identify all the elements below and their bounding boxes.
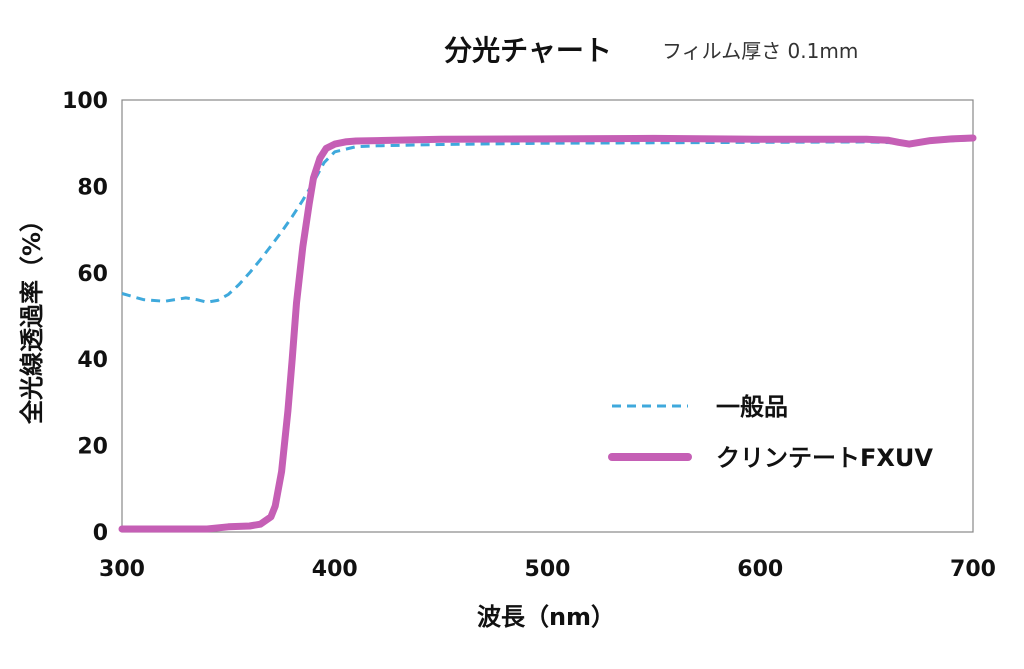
x-tick-label: 600 xyxy=(737,557,783,582)
y-tick-label: 60 xyxy=(77,262,108,287)
y-tick-label: 40 xyxy=(77,348,108,373)
y-axis-label: 全光線透過率（%） xyxy=(18,208,46,425)
chart-subtitle: フィルム厚さ 0.1mm xyxy=(662,39,858,63)
legend-label-general: 一般品 xyxy=(716,393,788,421)
x-tick-label: 400 xyxy=(312,557,358,582)
plot-area-frame xyxy=(121,99,974,533)
y-tick-label: 0 xyxy=(93,521,108,546)
series-line-general xyxy=(121,138,974,304)
x-tick-label: 300 xyxy=(99,557,145,582)
legend: 一般品 クリンテートFXUV xyxy=(608,393,933,472)
x-axis-ticks: 300 400 500 600 700 xyxy=(99,557,996,582)
x-tick-label: 500 xyxy=(525,557,571,582)
series-layer xyxy=(118,134,977,533)
chart-title: 分光チャート xyxy=(444,34,612,67)
series-line-fxuv xyxy=(118,134,977,533)
y-axis-ticks: 0 20 40 60 80 100 xyxy=(62,89,108,546)
y-tick-label: 20 xyxy=(77,435,108,460)
x-tick-label: 700 xyxy=(950,557,996,582)
x-axis-label: 波長（nm） xyxy=(477,603,615,631)
legend-label-fxuv: クリンテートFXUV xyxy=(716,444,933,472)
y-tick-label: 80 xyxy=(77,175,108,200)
y-tick-label: 100 xyxy=(62,89,108,114)
